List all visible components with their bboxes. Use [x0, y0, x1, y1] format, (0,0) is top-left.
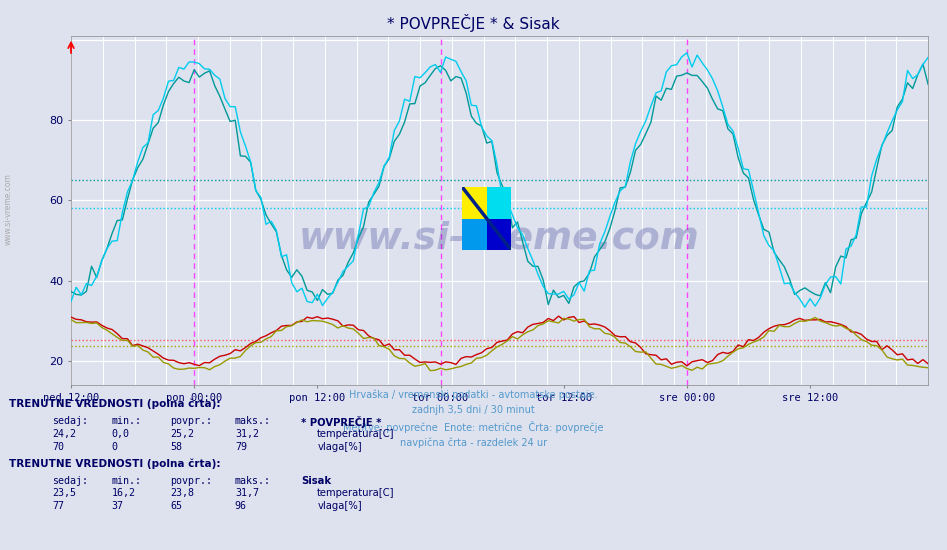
- Text: 31,7: 31,7: [235, 488, 259, 498]
- Text: vlaga[%]: vlaga[%]: [317, 442, 362, 452]
- Text: 0: 0: [112, 442, 117, 452]
- Text: povpr.:: povpr.:: [170, 416, 212, 426]
- Bar: [462, 218, 487, 250]
- Text: sedaj:: sedaj:: [52, 416, 88, 426]
- Bar: [487, 187, 511, 218]
- Text: min.:: min.:: [112, 416, 142, 426]
- Text: 24,2: 24,2: [52, 429, 76, 439]
- Text: 79: 79: [235, 442, 247, 452]
- Text: Hrvaška / vremenski podatki - avtomatske postaje.
zadnjh 3,5 dni / 30 minut
Meri: Hrvaška / vremenski podatki - avtomatske…: [343, 389, 604, 448]
- Text: 77: 77: [52, 501, 64, 511]
- Text: 23,8: 23,8: [170, 488, 194, 498]
- Text: 96: 96: [235, 501, 247, 511]
- Text: www.si-vreme.com: www.si-vreme.com: [4, 173, 13, 245]
- Bar: [487, 218, 511, 250]
- Text: * POVPREČJE *: * POVPREČJE *: [301, 416, 382, 428]
- Text: maks.:: maks.:: [235, 476, 271, 486]
- Text: 25,2: 25,2: [170, 429, 194, 439]
- Text: TRENUTNE VREDNOSTI (polna črta):: TRENUTNE VREDNOSTI (polna črta):: [9, 399, 221, 409]
- Bar: [462, 187, 487, 218]
- Text: Sisak: Sisak: [301, 476, 331, 486]
- Text: * POVPREČJE * & Sisak: * POVPREČJE * & Sisak: [387, 14, 560, 32]
- Text: min.:: min.:: [112, 476, 142, 486]
- Text: www.si-vreme.com: www.si-vreme.com: [299, 221, 700, 256]
- Text: 23,5: 23,5: [52, 488, 76, 498]
- Text: temperatura[C]: temperatura[C]: [317, 429, 395, 439]
- Text: maks.:: maks.:: [235, 416, 271, 426]
- Text: 31,2: 31,2: [235, 429, 259, 439]
- Text: vlaga[%]: vlaga[%]: [317, 501, 362, 511]
- Text: 0,0: 0,0: [112, 429, 130, 439]
- Text: 70: 70: [52, 442, 64, 452]
- Text: sedaj:: sedaj:: [52, 476, 88, 486]
- Text: TRENUTNE VREDNOSTI (polna črta):: TRENUTNE VREDNOSTI (polna črta):: [9, 458, 221, 469]
- Text: 16,2: 16,2: [112, 488, 135, 498]
- Text: 58: 58: [170, 442, 183, 452]
- Text: 65: 65: [170, 501, 183, 511]
- Text: povpr.:: povpr.:: [170, 476, 212, 486]
- Text: 37: 37: [112, 501, 124, 511]
- Text: temperatura[C]: temperatura[C]: [317, 488, 395, 498]
